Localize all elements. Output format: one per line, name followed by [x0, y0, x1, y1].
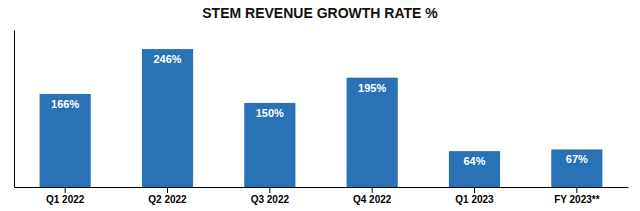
x-axis-line — [15, 187, 629, 188]
bar — [40, 94, 91, 187]
data-label: 246% — [153, 53, 181, 65]
x-tick-label: Q3 2022 — [251, 194, 290, 205]
bar — [347, 78, 398, 187]
x-tick-mark — [269, 187, 270, 193]
bar — [551, 149, 602, 187]
data-label: 195% — [358, 82, 386, 94]
x-tick: FY 2023** — [554, 187, 600, 205]
y-axis-line — [14, 31, 15, 188]
x-tick-label: Q2 2022 — [148, 194, 187, 205]
x-axis: Q1 2022 Q2 2022 Q3 2022 Q4 2022 Q1 2023 FY 20… — [15, 187, 629, 205]
bars — [40, 49, 603, 187]
x-tick-label: Q1 2022 — [46, 194, 85, 205]
x-tick: Q2 2022 — [148, 187, 187, 205]
chart: STEM REVENUE GROWTH RATE % Q1 2022 Q2 2022… — [0, 0, 640, 211]
data-label: 166% — [51, 98, 79, 110]
data-label: 64% — [463, 155, 485, 167]
bar — [142, 49, 193, 187]
x-tick: Q4 2022 — [353, 187, 392, 205]
data-label: 67% — [566, 153, 588, 165]
x-tick-mark — [65, 187, 66, 193]
x-tick-label: Q1 2023 — [455, 194, 494, 205]
y-axis — [14, 31, 15, 188]
x-tick: Q3 2022 — [251, 187, 290, 205]
data-label: 150% — [256, 107, 284, 119]
x-tick-label: FY 2023** — [554, 194, 600, 205]
x-tick-mark — [474, 187, 475, 193]
x-tick: Q1 2022 — [46, 187, 85, 205]
data-labels: 166% 246% 150% 195% 64% 67% — [51, 53, 588, 167]
x-tick-label: Q4 2022 — [353, 194, 392, 205]
x-tick-mark — [167, 187, 168, 193]
x-tick-mark — [576, 187, 577, 193]
plot: Q1 2022 Q2 2022 Q3 2022 Q4 2022 Q1 2023 FY 20… — [15, 31, 629, 206]
x-tick-mark — [372, 187, 373, 193]
x-tick: Q1 2023 — [455, 187, 494, 205]
title: STEM REVENUE GROWTH RATE % — [202, 5, 438, 21]
bar — [244, 103, 295, 187]
bar — [449, 151, 500, 187]
